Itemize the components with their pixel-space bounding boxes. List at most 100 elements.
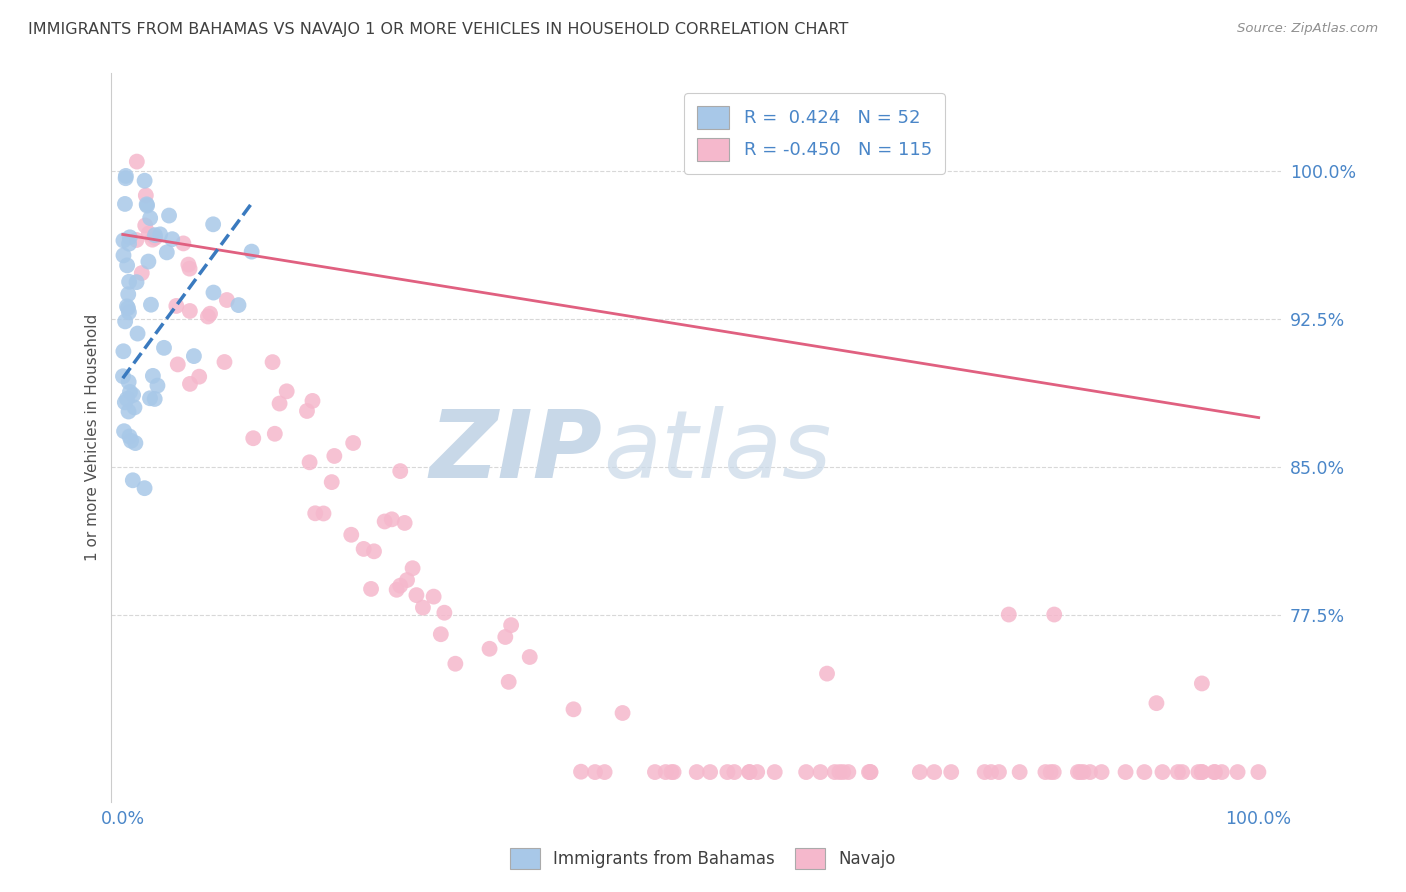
Point <box>262 355 284 369</box>
Point <box>166 358 188 372</box>
Point <box>183 349 205 363</box>
Point <box>699 765 721 780</box>
Point <box>301 393 323 408</box>
Point <box>444 657 467 671</box>
Point <box>1035 765 1057 780</box>
Text: ZIP: ZIP <box>430 406 603 498</box>
Point <box>1008 765 1031 780</box>
Point <box>138 227 160 241</box>
Point <box>1204 765 1226 780</box>
Point <box>1146 696 1168 710</box>
Point <box>389 579 412 593</box>
Point <box>125 233 148 247</box>
Point <box>165 299 187 313</box>
Point <box>859 765 882 780</box>
Point <box>136 198 159 212</box>
Point <box>160 232 183 246</box>
Point <box>738 765 761 780</box>
Point <box>1226 765 1249 780</box>
Point <box>381 512 404 526</box>
Point <box>997 607 1019 622</box>
Point <box>139 211 162 225</box>
Point <box>114 171 136 186</box>
Point <box>114 314 136 328</box>
Point <box>1073 765 1095 780</box>
Point <box>172 236 194 251</box>
Text: Source: ZipAtlas.com: Source: ZipAtlas.com <box>1237 22 1378 36</box>
Point <box>519 650 541 665</box>
Point <box>111 369 134 384</box>
Text: IMMIGRANTS FROM BAHAMAS VS NAVAJO 1 OR MORE VEHICLES IN HOUSEHOLD CORRELATION CH: IMMIGRANTS FROM BAHAMAS VS NAVAJO 1 OR M… <box>28 22 848 37</box>
Point <box>422 590 444 604</box>
Point <box>295 404 318 418</box>
Point <box>114 395 136 409</box>
Point <box>149 227 172 242</box>
Point <box>360 582 382 596</box>
Point <box>583 765 606 780</box>
Point <box>112 248 135 262</box>
Legend: R =  0.424   N = 52, R = -0.450   N = 115: R = 0.424 N = 52, R = -0.450 N = 115 <box>685 93 945 174</box>
Point <box>112 424 135 438</box>
Point <box>134 219 156 233</box>
Point <box>156 245 179 260</box>
Point <box>118 275 141 289</box>
Point <box>198 307 221 321</box>
Point <box>179 261 201 276</box>
Point <box>858 765 880 780</box>
Point <box>143 228 166 243</box>
Point <box>374 515 396 529</box>
Point <box>122 388 145 402</box>
Point <box>117 287 139 301</box>
Point <box>121 473 143 487</box>
Point <box>747 765 769 780</box>
Point <box>118 375 141 389</box>
Point <box>1078 765 1101 780</box>
Y-axis label: 1 or more Vehicles in Household: 1 or more Vehicles in Household <box>86 314 100 561</box>
Point <box>1171 765 1194 780</box>
Point <box>1039 765 1062 780</box>
Point <box>494 630 516 644</box>
Point <box>832 765 855 780</box>
Point <box>304 506 326 520</box>
Point <box>124 401 146 415</box>
Point <box>1202 765 1225 780</box>
Point <box>134 481 156 495</box>
Point <box>321 475 343 489</box>
Point <box>215 293 238 307</box>
Point <box>188 369 211 384</box>
Point <box>117 404 139 418</box>
Point <box>135 188 157 202</box>
Point <box>1042 765 1064 780</box>
Point <box>228 298 250 312</box>
Point <box>612 706 634 720</box>
Point <box>115 392 138 406</box>
Point <box>478 641 501 656</box>
Point <box>562 702 585 716</box>
Point <box>501 618 523 632</box>
Point <box>125 154 148 169</box>
Point <box>323 449 346 463</box>
Point <box>114 197 136 211</box>
Point <box>1191 765 1213 780</box>
Point <box>138 254 160 268</box>
Point <box>593 765 616 780</box>
Point <box>214 355 236 369</box>
Point <box>430 627 453 641</box>
Point <box>131 266 153 280</box>
Point <box>146 378 169 392</box>
Point <box>824 765 846 780</box>
Point <box>394 516 416 530</box>
Point <box>1115 765 1137 780</box>
Point <box>112 234 135 248</box>
Point <box>389 464 412 478</box>
Point <box>342 436 364 450</box>
Point <box>908 765 931 780</box>
Point <box>922 765 945 780</box>
Point <box>815 666 838 681</box>
Point <box>941 765 963 780</box>
Point <box>401 561 423 575</box>
Point <box>118 384 141 399</box>
Point <box>240 244 263 259</box>
Point <box>686 765 709 780</box>
Point <box>143 231 166 245</box>
